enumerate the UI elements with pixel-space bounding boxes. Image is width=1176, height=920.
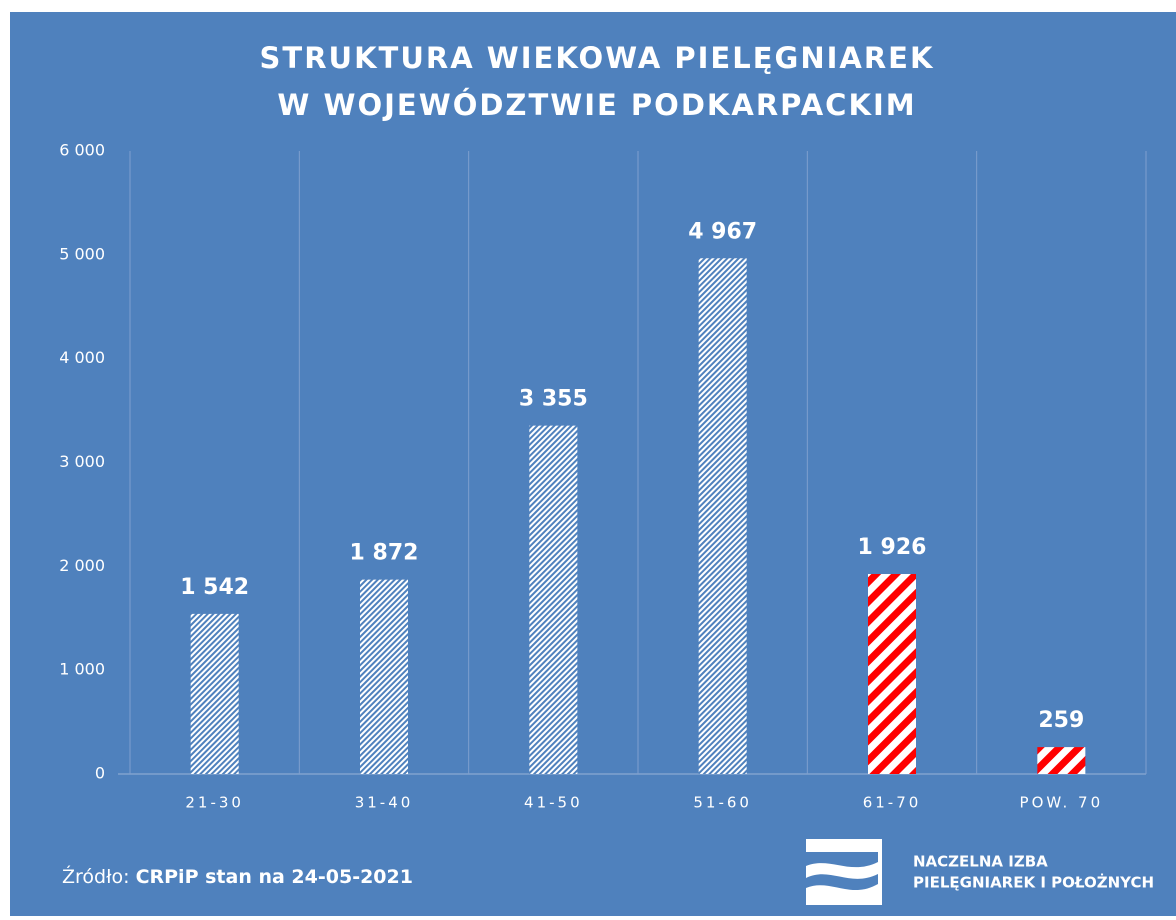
x-tick-label: 21-30 <box>185 794 244 812</box>
x-tick-label: POW. 70 <box>1020 794 1104 812</box>
logo-mark <box>806 839 882 905</box>
background <box>10 12 1176 916</box>
y-tick-label: 3 000 <box>59 452 105 471</box>
source: Źródło: CRPiP stan na 24-05-2021 <box>62 865 413 888</box>
x-tick-label: 31-40 <box>355 794 414 812</box>
y-tick-label: 2 000 <box>59 556 105 575</box>
x-tick-label: 51-60 <box>693 794 752 812</box>
logo-text: NACZELNA IZBA <box>913 853 1048 871</box>
value-label: 1 542 <box>180 575 249 600</box>
value-label: 4 967 <box>688 219 757 244</box>
source-label: Źródło: <box>62 865 136 888</box>
y-tick-label: 6 000 <box>59 141 105 160</box>
bar <box>529 425 578 774</box>
value-label: 1 872 <box>350 541 419 566</box>
logo <box>806 839 882 905</box>
y-tick-label: 5 000 <box>59 244 105 263</box>
y-tick-label: 0 <box>95 764 105 783</box>
y-tick-label: 4 000 <box>59 348 105 367</box>
logo-text: PIELĘGNIAREK I POŁOŻNYCH <box>913 873 1154 892</box>
x-tick-label: 41-50 <box>524 794 583 812</box>
bar <box>698 258 747 774</box>
value-label: 1 926 <box>858 535 927 560</box>
chart-title: W WOJEWÓDZTWIE PODKARPACKIM <box>277 88 916 122</box>
chart-title: STRUKTURA WIEKOWA PIELĘGNIAREK <box>260 41 935 75</box>
value-label: 259 <box>1038 708 1084 733</box>
y-tick-label: 1 000 <box>59 660 105 679</box>
source-value: CRPiP stan na 24-05-2021 <box>136 866 413 888</box>
x-tick-label: 61-70 <box>863 794 922 812</box>
bar <box>360 579 408 774</box>
bar <box>868 574 916 774</box>
bar <box>1037 747 1086 774</box>
value-label: 3 355 <box>519 387 588 412</box>
bar <box>190 613 239 774</box>
